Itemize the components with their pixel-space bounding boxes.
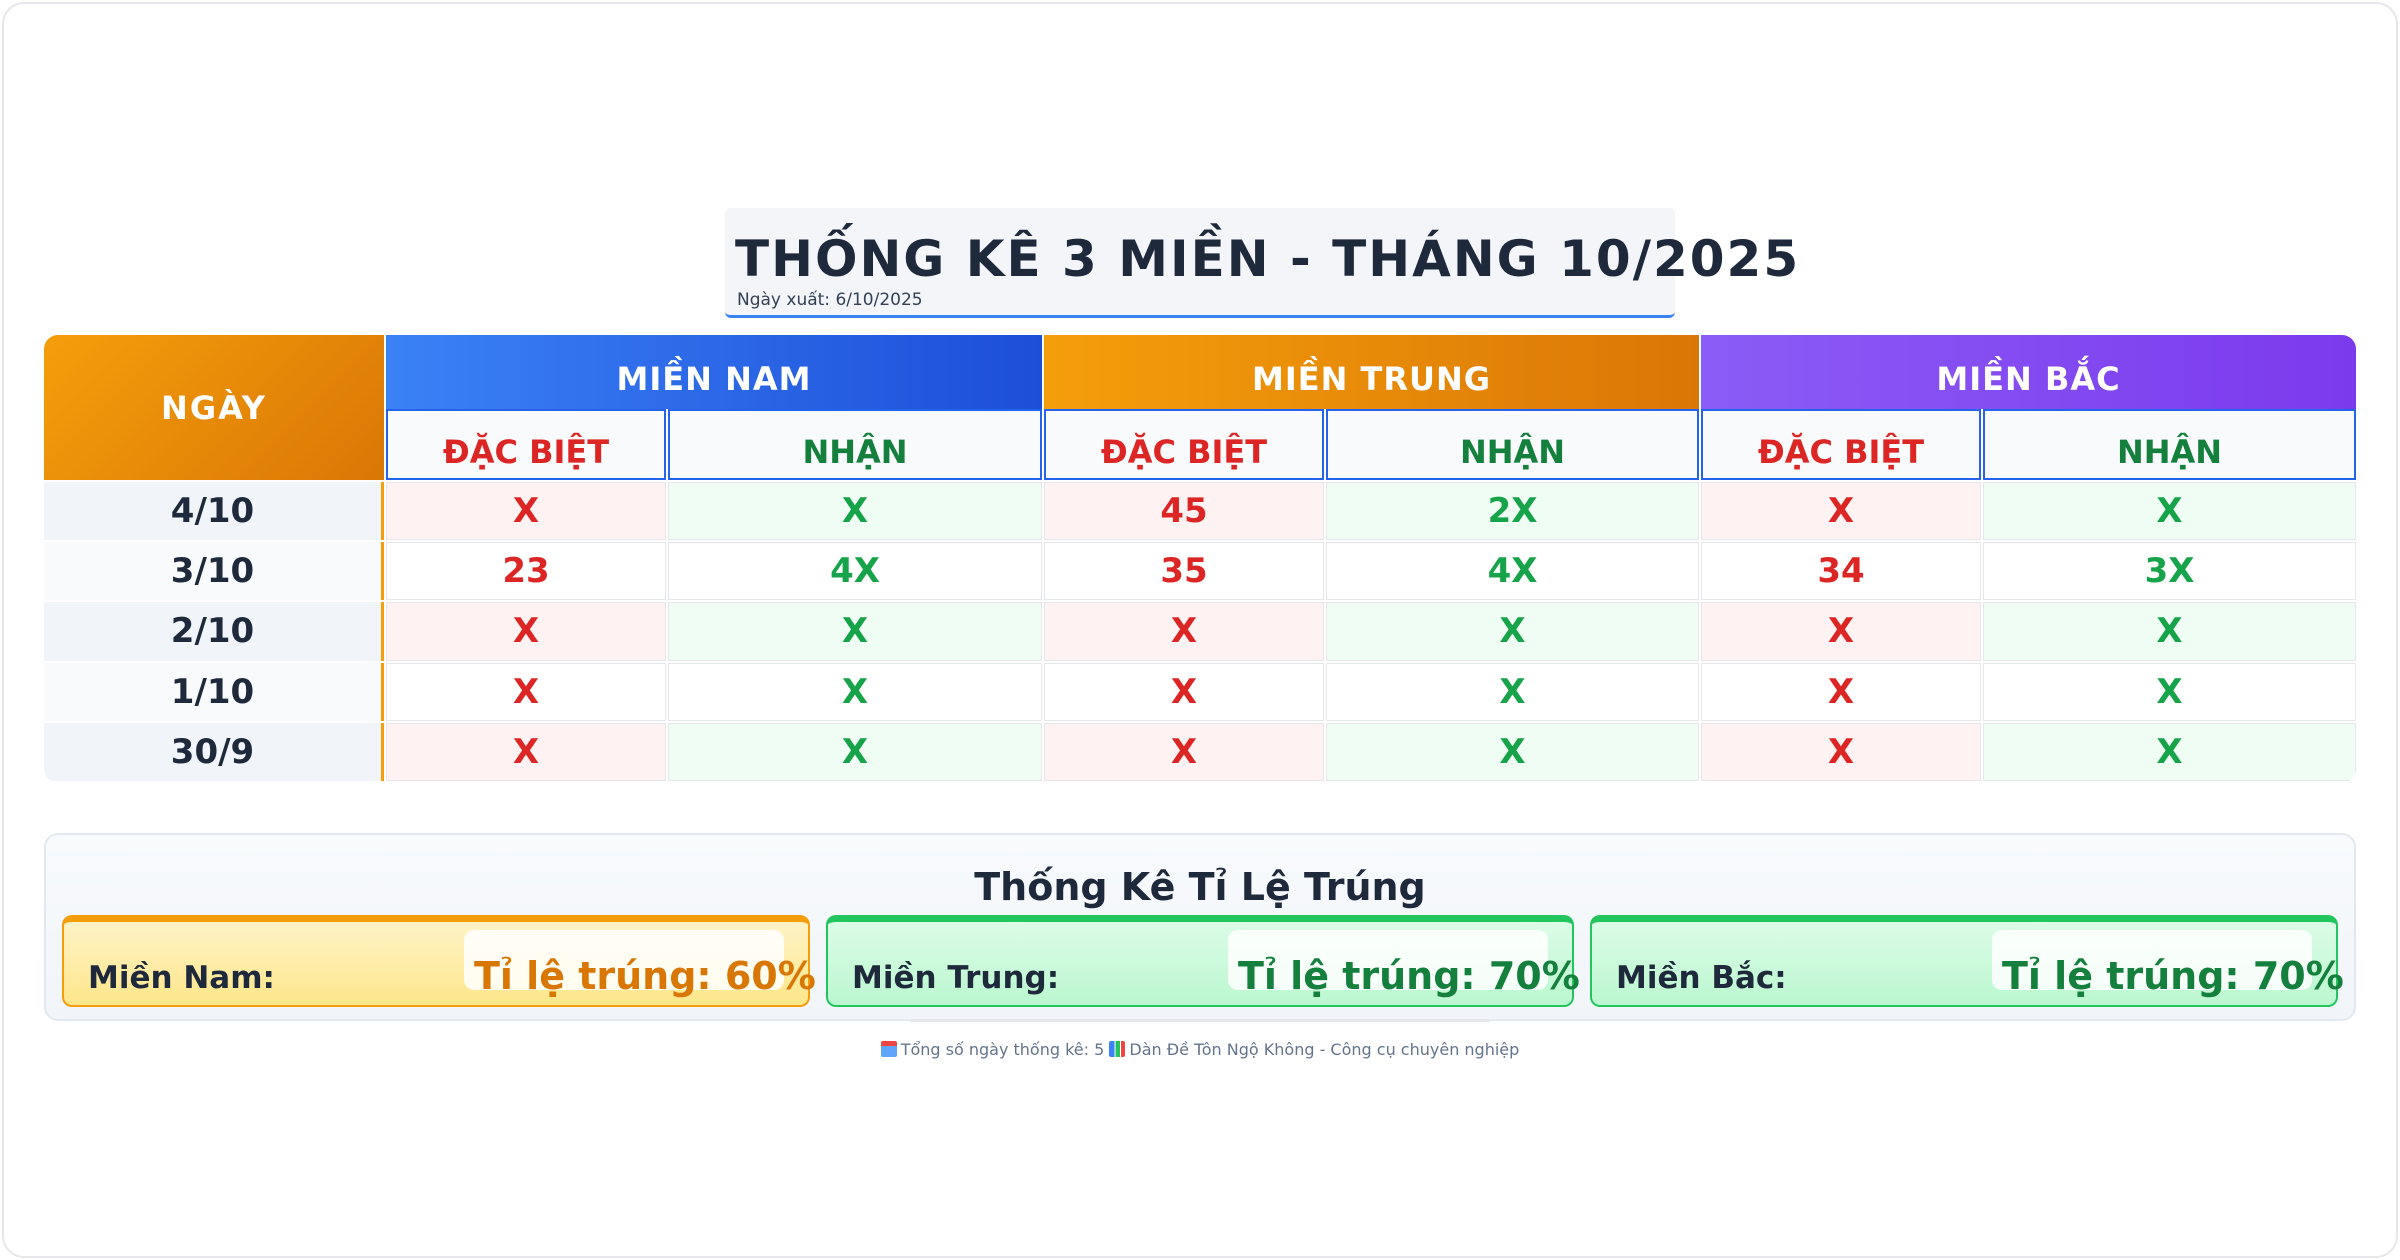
receive-value-cell: X <box>1326 662 1699 721</box>
subheader-dac-biet-mien-nam: ĐẶC BIỆT <box>386 409 666 480</box>
special-value-cell: X <box>386 722 666 781</box>
subheader-dac-biet-mien-bac: ĐẶC BIỆT <box>1701 409 1981 480</box>
special-value-cell: X <box>386 602 666 661</box>
rate-pill <box>1992 930 2312 990</box>
row-day: 1/10 <box>44 662 384 721</box>
footer-divider <box>910 1020 1490 1022</box>
footer: Tổng số ngày thống kê: 5 Dàn Đề Tôn Ngộ … <box>0 1040 2400 1059</box>
special-value-cell: X <box>1701 602 1981 661</box>
receive-value-cell: 2X <box>1326 482 1699 541</box>
hit-rate-title: Thống Kê Tỉ Lệ Trúng <box>974 865 1426 909</box>
group-header-mien-bac: MIỀN BẮC <box>1701 335 2356 409</box>
special-value-cell: X <box>1701 482 1981 541</box>
special-value-cell: X <box>1044 602 1324 661</box>
special-value-cell: X <box>386 482 666 541</box>
subheader-dac-biet-mien-trung: ĐẶC BIỆT <box>1044 409 1324 480</box>
receive-value-cell: X <box>668 482 1042 541</box>
special-value-cell: 45 <box>1044 482 1324 541</box>
rate-card-mien-nam: Miền Nam: Tỉ lệ trúng: 60% <box>62 915 816 1007</box>
receive-value-cell: X <box>668 662 1042 721</box>
rate-pill <box>1228 930 1548 990</box>
rate-card-label: Miền Nam: <box>88 960 275 996</box>
special-value-cell: 23 <box>386 542 666 601</box>
page-title: THỐNG KÊ 3 MIỀN - THÁNG 10/2025 <box>735 230 1801 288</box>
special-value-cell: X <box>1701 722 1981 781</box>
stats-table: NGÀY MIỀN NAM MIỀN TRUNG MIỀN BẮC ĐẶC BI… <box>44 335 2356 783</box>
footer-brand: Dàn Đề Tôn Ngộ Không - Công cụ chuyên ng… <box>1129 1040 1520 1059</box>
rate-value: Tỉ lệ trúng: 60% <box>474 954 816 998</box>
rate-value: Tỉ lệ trúng: 70% <box>1238 954 1580 998</box>
special-value-cell: X <box>386 662 666 721</box>
receive-value-cell: X <box>1983 482 2356 541</box>
group-header-mien-trung: MIỀN TRUNG <box>1044 335 1699 409</box>
subheader-nhan-mien-trung: NHẬN <box>1326 409 1699 480</box>
row-day: 3/10 <box>44 542 384 601</box>
special-value-cell: 35 <box>1044 542 1324 601</box>
rate-card-label: Miền Trung: <box>852 960 1060 996</box>
row-day: 2/10 <box>44 602 384 661</box>
row-day: 4/10 <box>44 482 384 541</box>
rate-value: Tỉ lệ trúng: 70% <box>2002 954 2344 998</box>
calendar-icon <box>880 1041 897 1057</box>
receive-value-cell: X <box>1983 722 2356 781</box>
receive-value-cell: X <box>1326 602 1699 661</box>
receive-value-cell: X <box>1983 662 2356 721</box>
special-value-cell: 34 <box>1701 542 1981 601</box>
hit-rate-panel: Thống Kê Tỉ Lệ Trúng Miền Nam: Tỉ lệ trú… <box>44 833 2356 1021</box>
receive-value-cell: 4X <box>1326 542 1699 601</box>
rate-card-mien-trung: Miền Trung: Tỉ lệ trúng: 70% <box>826 915 1580 1007</box>
receive-value-cell: 4X <box>668 542 1042 601</box>
special-value-cell: X <box>1044 722 1324 781</box>
receive-value-cell: X <box>668 602 1042 661</box>
bar-chart-icon <box>1109 1041 1126 1057</box>
export-date: Ngày xuất: 6/10/2025 <box>737 290 923 310</box>
special-value-cell: X <box>1044 662 1324 721</box>
special-value-cell: X <box>1701 662 1981 721</box>
subheader-nhan-mien-nam: NHẬN <box>668 409 1042 480</box>
rate-card-label: Miền Bắc: <box>1616 960 1787 996</box>
subheader-nhan-mien-bac: NHẬN <box>1983 409 2356 480</box>
group-header-mien-nam: MIỀN NAM <box>386 335 1042 409</box>
receive-value-cell: X <box>1326 722 1699 781</box>
rate-card-mien-bac: Miền Bắc: Tỉ lệ trúng: 70% <box>1590 915 2344 1007</box>
receive-value-cell: X <box>1983 602 2356 661</box>
row-day: 30/9 <box>44 722 384 781</box>
receive-value-cell: X <box>668 722 1042 781</box>
receive-value-cell: 3X <box>1983 542 2356 601</box>
footer-days: Tổng số ngày thống kê: 5 <box>900 1040 1105 1059</box>
title-box: THỐNG KÊ 3 MIỀN - THÁNG 10/2025 Ngày xuấ… <box>725 208 1798 318</box>
day-column-header: NGÀY <box>44 335 384 480</box>
rate-pill <box>464 930 784 990</box>
